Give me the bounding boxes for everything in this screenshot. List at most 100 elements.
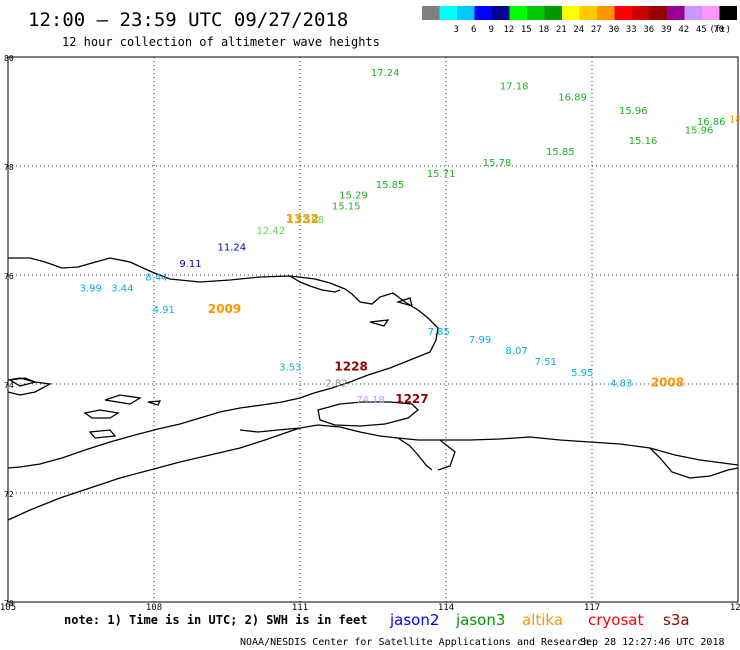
colorbar-tick-label: 21 xyxy=(556,25,567,35)
axis-tick-labels: 105 108 111 114 117 120 70 72 74 76 78 80 xyxy=(0,54,740,613)
small-island-west xyxy=(83,409,120,419)
x-tick-label: 108 xyxy=(146,603,162,613)
wave-height-label: 15.15 xyxy=(332,202,361,213)
y-tick-label: 80 xyxy=(4,54,14,63)
wave-height-label: 5.95 xyxy=(571,368,593,379)
wave-height-label: 3.53 xyxy=(279,362,301,373)
taymyr-bay-inlet xyxy=(289,275,341,293)
wave-height-label: 16.86 xyxy=(697,117,726,128)
colorbar-tick-label: 36 xyxy=(643,25,654,35)
wave-height-label: 3.44 xyxy=(111,283,133,294)
pass-time-label: 2009 xyxy=(208,302,241,316)
colorbar-tick-label: 15 xyxy=(521,25,532,35)
island-cluster-a xyxy=(369,319,390,327)
small-island-east xyxy=(147,400,162,406)
x-tick-label: 105 xyxy=(0,603,16,613)
map-title: 12:00 – 23:59 UTC 09/27/2018 xyxy=(28,9,348,31)
colorbar-swatch xyxy=(527,6,545,20)
wave-height-label: 15.29 xyxy=(339,191,368,202)
colorbar-tick-label: 45 xyxy=(696,25,707,35)
colorbar-swatch xyxy=(457,6,475,20)
east-inlet xyxy=(437,439,456,471)
satellite-legend-item: jason3 xyxy=(455,611,505,629)
wave-height-label: 15.96 xyxy=(685,125,714,136)
river-mouth-coast xyxy=(7,377,53,396)
colorbar-tick-label: 6 xyxy=(471,25,476,35)
far-east-coast xyxy=(649,447,739,479)
small-island-south xyxy=(88,429,117,439)
pass-time-label: 1227 xyxy=(395,392,428,406)
coastlines xyxy=(7,257,739,521)
wave-height-label: 15.16 xyxy=(629,136,658,147)
colorbar-swatch xyxy=(509,6,527,20)
colorbar-swatch xyxy=(422,6,440,20)
colorbar-tick-label: 24 xyxy=(573,25,584,35)
wave-height-observations: 17.2417.1816.8915.9616.8615.961815.1615.… xyxy=(80,68,740,406)
y-tick-label: 74 xyxy=(4,381,14,390)
southern-land-edge xyxy=(7,427,301,521)
wave-height-label: 16.89 xyxy=(558,93,587,104)
x-tick-label: 114 xyxy=(438,603,454,613)
footer-note: note: 1) Time is in UTC; 2) SWH is in fe… xyxy=(64,613,367,627)
colorbar-tick-label: 12 xyxy=(503,25,514,35)
x-tick-label: 120 xyxy=(730,603,740,613)
satellite-legend: jason2 jason3 altika cryosat s3a xyxy=(389,611,690,629)
colorbar-swatch xyxy=(579,6,597,20)
colorbar-swatch xyxy=(614,6,632,20)
wave-height-label: 9.11 xyxy=(179,259,201,270)
colorbar-tick-label: 27 xyxy=(591,25,602,35)
map-subtitle: 12 hour collection of altimeter wave hei… xyxy=(62,35,380,49)
satellite-legend-item: altika xyxy=(522,611,563,629)
colorbar-swatch xyxy=(632,6,650,20)
taymyr-coast xyxy=(7,257,439,469)
wave-height-label: 17.18 xyxy=(500,82,529,93)
khatanga-coast xyxy=(239,424,739,466)
wave-height-label: 17.24 xyxy=(371,68,400,79)
y-tick-label: 78 xyxy=(4,163,14,172)
pass-time-label: 2008 xyxy=(651,376,684,390)
wave-height-label: 12.98 xyxy=(295,215,324,226)
colorbar-swatch xyxy=(544,6,562,20)
colorbar-tick-label: 9 xyxy=(489,25,494,35)
colorbar-unit: (ft) xyxy=(709,25,731,35)
wave-height-label: 15.85 xyxy=(546,147,575,158)
bolshoy-begichev-island xyxy=(317,401,419,427)
y-tick-label: 76 xyxy=(4,272,14,281)
map-border xyxy=(7,56,739,603)
colorbar-swatch xyxy=(474,6,492,20)
pass-time-label: 1228 xyxy=(334,359,367,373)
colorbar-swatch xyxy=(562,6,580,20)
colorbar-swatch xyxy=(667,6,685,20)
x-tick-label: 117 xyxy=(584,603,600,613)
map-frame xyxy=(7,56,739,603)
colorbar-tick-label: 39 xyxy=(661,25,672,35)
colorbar-swatch xyxy=(649,6,667,20)
colorbar-tick-label: 18 xyxy=(538,25,549,35)
colorbar-tick-label: 30 xyxy=(608,25,619,35)
pass-time-label: 1332 xyxy=(286,212,319,226)
wave-height-label: 3.99 xyxy=(80,283,102,294)
wave-height-label: 7.51 xyxy=(535,357,557,368)
colorbar-swatch xyxy=(702,6,720,20)
colorbar-legend: 3 6 9 12 15 18 21 24 27 30 33 36 39 42 45 70(ft) xyxy=(422,6,737,35)
anabar-coast xyxy=(397,437,433,471)
colorbar-tick-label: 42 xyxy=(678,25,689,35)
colorbar-swatch xyxy=(597,6,615,20)
graticule xyxy=(8,57,738,602)
colorbar-swatch xyxy=(684,6,702,20)
x-tick-label: 111 xyxy=(292,603,308,613)
wave-height-label: 15.71 xyxy=(427,169,456,180)
satellite-legend-item: s3a xyxy=(663,611,690,629)
satellite-legend-item: jason2 xyxy=(389,611,439,629)
wave-height-label: 18 xyxy=(729,114,740,125)
satellite-legend-item: cryosat xyxy=(588,611,643,629)
y-tick-label: 70 xyxy=(4,599,14,608)
footer-credit: NOAA/NESDIS Center for Satellite Applica… xyxy=(240,637,589,648)
colorbar-tick-label: 3 xyxy=(454,25,459,35)
wave-height-label: 7.99 xyxy=(469,335,491,346)
colorbar-tick-label: 70 xyxy=(713,25,724,35)
y-tick-label: 72 xyxy=(4,490,14,499)
colorbar-swatch xyxy=(719,6,737,20)
colorbar-tick-label: 33 xyxy=(626,25,637,35)
